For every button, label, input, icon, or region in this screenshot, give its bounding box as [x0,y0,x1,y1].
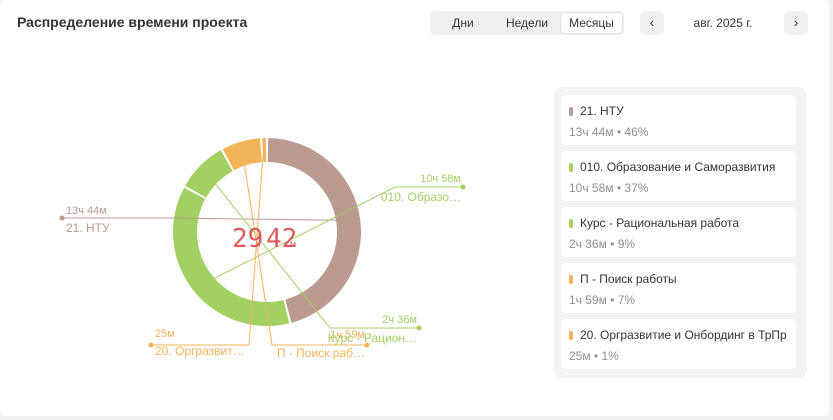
legend-item-stats: 2ч 36м • 9% [569,237,636,251]
legend-color-marker [569,107,573,116]
callout-line [62,217,359,221]
legend-item[interactable]: 20. Оргразвитие и Онбординг в ТрПр 25м •… [561,319,796,369]
callout-duration: 1ч 59м [330,329,365,341]
callout-label: 20. Оргразвит… [155,344,245,358]
chart-legend: 21. НТУ 13ч 44м • 46% 010. Образование и… [554,87,807,378]
callout-label: Курс - Рацион… [328,331,417,345]
legend-item-stats: 13ч 44м • 46% [569,125,649,139]
legend-item[interactable]: 010. Образование и Саморазвития 10ч 58м … [561,151,796,201]
callout-line [151,140,265,346]
callout-dot [59,215,65,221]
current-period: авг. 2025 г. [693,16,753,30]
callout-dot [148,342,154,348]
legend-item-name: 21. НТУ [580,104,624,118]
legend-item[interactable]: Курс - Рациональная работа 2ч 36м • 9% [561,207,796,257]
callout-duration: 13ч 44м [66,205,107,217]
callout-dot [416,325,422,331]
callout-dot [460,184,466,190]
callout-line [194,186,463,289]
legend-item-stats: 25м • 1% [569,349,619,363]
donut-chart: 13ч 44м 21. НТУ 10ч 58м 010. Образо… 2ч 36м К… [59,138,466,360]
callout-line [201,166,419,329]
card-title: Распределение времени проекта [17,14,248,30]
prev-period-button[interactable]: ‹ [640,11,664,35]
legend-item-name: П - Поиск работы [580,272,677,286]
legend-color-marker [569,331,573,340]
tab-days[interactable]: Дни [452,16,474,30]
total-hours-value: 29 [232,224,263,254]
donut-slice[interactable] [185,150,233,198]
chevron-right-icon: › [793,14,799,30]
callout-dot [364,342,370,348]
donut-slice[interactable] [222,138,262,171]
donut-slice[interactable] [267,138,361,323]
legend-item[interactable]: П - Поиск работы 1ч 59м • 7% [561,263,796,313]
legend-item-name: 20. Оргразвитие и Онбординг в ТрПр [580,328,787,342]
legend-item[interactable]: 21. НТУ 13ч 44м • 46% [561,95,796,145]
legend-item-name: 010. Образование и Саморазвития [580,160,776,174]
donut-slice[interactable] [173,187,290,326]
legend-color-marker [569,219,573,228]
total-hours-unit: ч [256,239,261,249]
callout-label: 010. Образо… [381,190,461,204]
callout-label: 21. НТУ [66,221,110,235]
chevron-left-icon: ‹ [649,14,655,30]
callout-duration: 25м [155,328,175,340]
callout-label: П - Поиск раб… [277,346,365,360]
next-period-button[interactable]: › [784,11,808,35]
callout-line [240,143,367,346]
legend-item-stats: 1ч 59м • 7% [569,293,636,307]
total-minutes-unit: м [290,239,296,249]
callout-duration: 10ч 58м [420,173,461,185]
total-minutes-value: 42 [266,224,297,254]
tab-months[interactable]: Месяцы [561,13,622,33]
legend-color-marker [569,275,573,284]
legend-item-name: Курс - Рациональная работа [580,216,740,230]
tab-weeks[interactable]: Недели [505,16,549,30]
legend-item-stats: 10ч 58м • 37% [569,181,649,195]
legend-color-marker [569,163,573,172]
callout-duration: 2ч 36м [382,314,417,326]
period-segmented-control: Дни Недели Месяцы [430,11,624,35]
